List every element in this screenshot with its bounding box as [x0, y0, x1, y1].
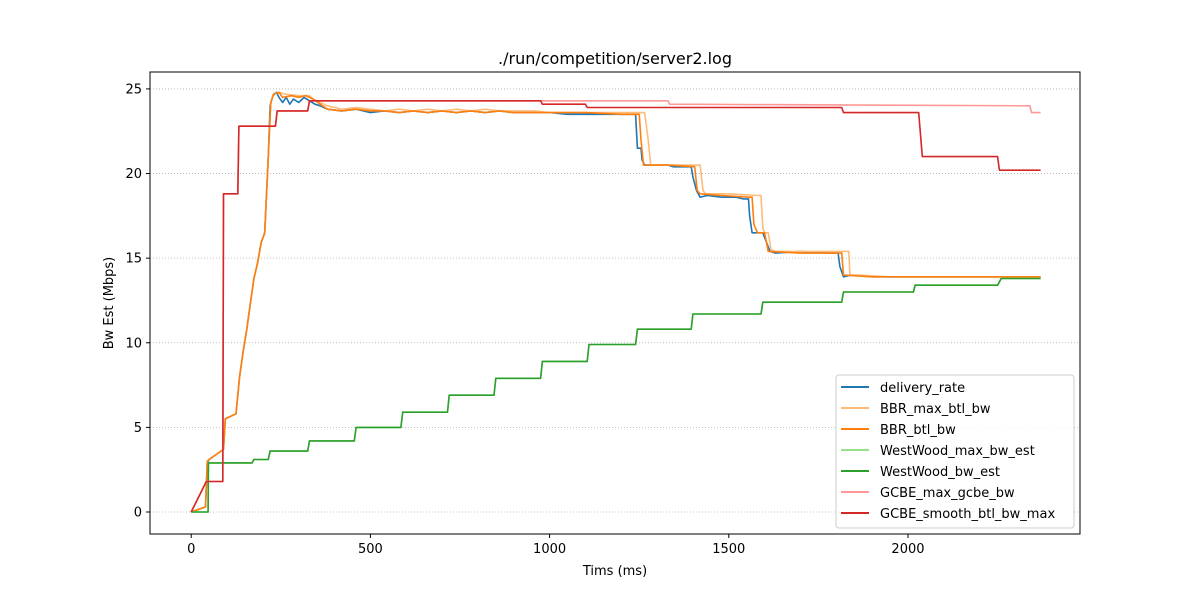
legend-label: BBR_btl_bw: [880, 423, 956, 438]
series-layer: [190, 91, 1041, 513]
legend-label: GCBE_max_gcbe_bw: [880, 486, 1015, 501]
plot-frame: [149, 71, 1081, 535]
chart-title: ./run/competition/server2.log: [498, 49, 732, 68]
series-line-WestWood_bw_est: [191, 277, 1041, 513]
x-axis-label: Tims (ms): [582, 564, 647, 579]
x-tick-label: 500: [358, 542, 383, 557]
y-tick-label: 15: [125, 252, 142, 267]
legend-label: delivery_rate: [880, 381, 965, 396]
tick-layer: 0 5 10 15 20 25 0 500 1000 1500 2000: [125, 82, 924, 557]
y-tick-label: 5: [134, 421, 142, 436]
x-tick-label: 0: [187, 542, 195, 557]
y-tick-label: 0: [134, 506, 142, 521]
legend-label: WestWood_bw_est: [880, 465, 1000, 480]
x-tick-label: 1000: [533, 542, 566, 557]
legend-label: BBR_max_btl_bw: [880, 402, 991, 417]
y-axis-label: Bw Est (Mbps): [102, 257, 117, 350]
legend-label: WestWood_max_bw_est: [880, 444, 1035, 459]
series-line-BBR_btl_bw: [190, 91, 1041, 513]
y-tick-label: 10: [125, 336, 142, 351]
x-tick-label: 1500: [712, 542, 745, 557]
x-tick-label: 2000: [891, 542, 924, 557]
legend-box: [835, 374, 1075, 529]
legend: delivery_rate BBR_max_btl_bw BBR_btl_bw Wes…: [835, 374, 1075, 529]
y-tick-label: 20: [125, 167, 142, 182]
y-tick-label: 25: [125, 82, 142, 97]
series-line-GCBE_smooth_btl_bw_max: [190, 100, 1041, 513]
legend-label: GCBE_smooth_btl_bw_max: [880, 507, 1055, 522]
